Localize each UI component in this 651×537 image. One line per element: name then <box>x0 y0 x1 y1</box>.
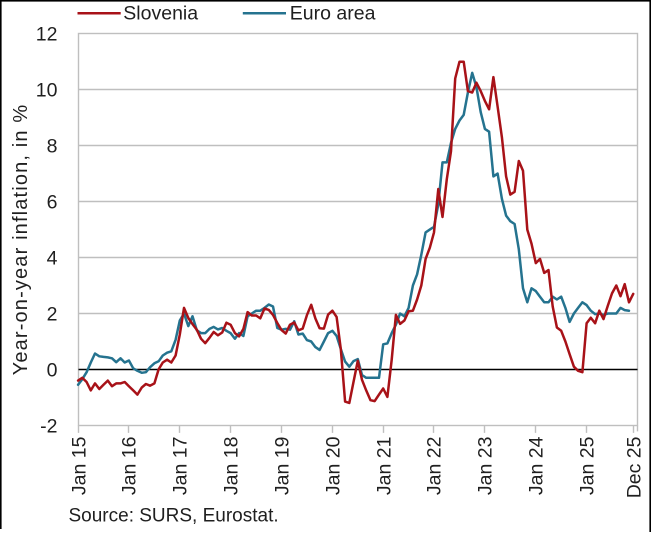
svg-text:Euro area: Euro area <box>290 3 376 25</box>
svg-text:8: 8 <box>47 135 58 157</box>
svg-text:-2: -2 <box>40 415 57 437</box>
svg-text:Year-on-year inflation, in %: Year-on-year inflation, in % <box>10 104 32 376</box>
svg-text:4: 4 <box>47 247 58 269</box>
svg-text:Jan 15: Jan 15 <box>68 436 90 495</box>
svg-text:Jan 21: Jan 21 <box>373 437 395 496</box>
svg-text:Jan 17: Jan 17 <box>169 437 191 496</box>
svg-text:Jan 23: Jan 23 <box>474 437 496 496</box>
svg-text:Jan 22: Jan 22 <box>423 437 445 496</box>
svg-text:6: 6 <box>47 191 58 213</box>
svg-text:0: 0 <box>47 359 58 381</box>
svg-text:Jan 16: Jan 16 <box>118 437 140 496</box>
svg-text:Jan 19: Jan 19 <box>271 437 293 496</box>
svg-text:Source: SURS, Eurostat.: Source: SURS, Eurostat. <box>69 506 279 527</box>
svg-text:2: 2 <box>47 303 58 325</box>
svg-text:Jan 20: Jan 20 <box>322 436 344 495</box>
svg-text:Dec 25: Dec 25 <box>623 436 645 498</box>
svg-text:Jan 25: Jan 25 <box>576 436 598 495</box>
svg-text:Jan 24: Jan 24 <box>525 436 547 495</box>
svg-text:10: 10 <box>36 79 58 101</box>
svg-text:12: 12 <box>36 23 58 45</box>
svg-text:Slovenia: Slovenia <box>123 3 198 25</box>
svg-text:Jan 18: Jan 18 <box>220 437 242 496</box>
